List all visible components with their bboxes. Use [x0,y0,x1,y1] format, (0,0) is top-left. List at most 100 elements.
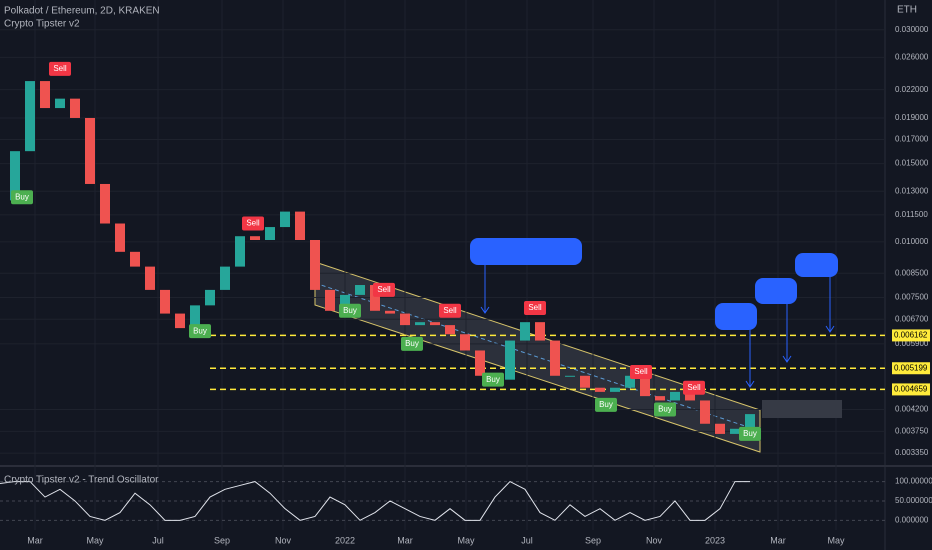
candle [400,313,410,326]
x-tick-label: May [86,535,104,545]
signal-marker [439,303,461,318]
candle [715,423,725,434]
signal-label: Buy [343,306,357,315]
signal-label: Buy [193,326,207,335]
signal-marker [595,397,617,412]
signal-marker [683,380,705,395]
y-tick-label: 0.007500 [895,293,929,302]
level-label-box [892,362,930,375]
candle [730,428,740,434]
y-tick-label: 0.022000 [895,85,929,94]
candle [415,322,425,326]
oscillator-title: Crypto Tipster v2 - Trend Oscillator [4,475,159,486]
y-tick-label: 0.003750 [895,426,929,435]
y-tick-label: 0.017000 [895,135,929,144]
candle [310,240,320,290]
candle [85,117,95,184]
signal-marker [739,426,761,441]
candle [115,223,125,252]
candle [625,375,635,388]
y-tick-label: 0.019000 [895,113,929,122]
signal-marker [242,216,264,231]
signal-marker [373,282,395,297]
x-tick-label: May [827,535,845,545]
x-tick-label: 2023 [705,535,725,545]
signal-marker [482,372,504,387]
candle [745,414,755,429]
y-tick-label: 0.013000 [895,186,929,195]
candle [10,151,20,201]
signal-label: Buy [658,405,672,414]
signal-marker [49,61,71,76]
x-tick-label: Mar [397,535,413,545]
candle [640,375,650,397]
signal-label: Buy [15,192,29,201]
x-tick-label: Mar [770,535,786,545]
signal-marker [654,402,676,417]
y-tick-label: 0.011500 [895,210,928,219]
y-tick-label: 0.003350 [895,448,929,457]
x-tick-label: 2022 [335,535,355,545]
signal-label: Buy [486,375,500,384]
candle [655,396,665,401]
signal-label: Sell [528,303,542,312]
arrow-head [782,355,792,363]
signal-label: Sell [687,383,701,392]
candle [460,334,470,351]
signal-label: Sell [246,219,260,228]
candle [355,285,365,295]
y-tick-label: 0.015000 [895,159,929,168]
candle [265,227,275,241]
signal-label: Sell [443,306,457,315]
candle [370,285,380,311]
candle [250,236,260,241]
candle [145,266,155,290]
x-tick-label: Nov [275,535,292,545]
candle [565,375,575,377]
level-label: 0.006162 [894,331,928,340]
signal-marker [630,364,652,379]
x-tick-label: Sep [585,535,601,545]
candle [175,313,185,329]
y-tick-label: 0.008500 [895,268,929,277]
candle [550,340,560,376]
arrow-head [825,325,835,333]
signal-label: Sell [377,285,391,294]
signal-label: Buy [405,339,419,348]
candle [580,375,590,388]
y-tick-label: 0.026000 [895,53,929,62]
x-tick-label: May [457,535,475,545]
y-tick-label: 0.005900 [895,339,929,348]
x-tick-label: Jul [152,535,164,545]
callout [470,238,582,265]
signal-marker [339,303,361,318]
x-tick-label: Mar [27,535,43,545]
signal-label: Sell [53,64,67,73]
candle [220,266,230,290]
candle [385,310,395,314]
candle [205,289,215,306]
candle [40,81,50,109]
candle [535,322,545,341]
osc-tick-label: 100.000000 [895,477,932,486]
x-tick-label: Jul [521,535,533,545]
candle [475,350,485,376]
channel-mid [314,282,761,432]
osc-tick-label: 50.000000 [895,496,932,505]
candle [520,322,530,341]
y-tick-label: 0.030000 [895,25,929,34]
candle [610,387,620,392]
y-tick-label: 0.010000 [895,237,929,246]
candle [130,251,140,267]
signal-label: Sell [634,367,648,376]
signal-marker [524,301,546,316]
candle [325,289,335,311]
signal-marker [11,190,33,205]
signal-marker [189,324,211,339]
level-label: 0.004659 [894,385,928,394]
osc-tick-label: 0.000000 [895,515,929,524]
arrow-head [480,306,490,314]
candle [445,325,455,335]
